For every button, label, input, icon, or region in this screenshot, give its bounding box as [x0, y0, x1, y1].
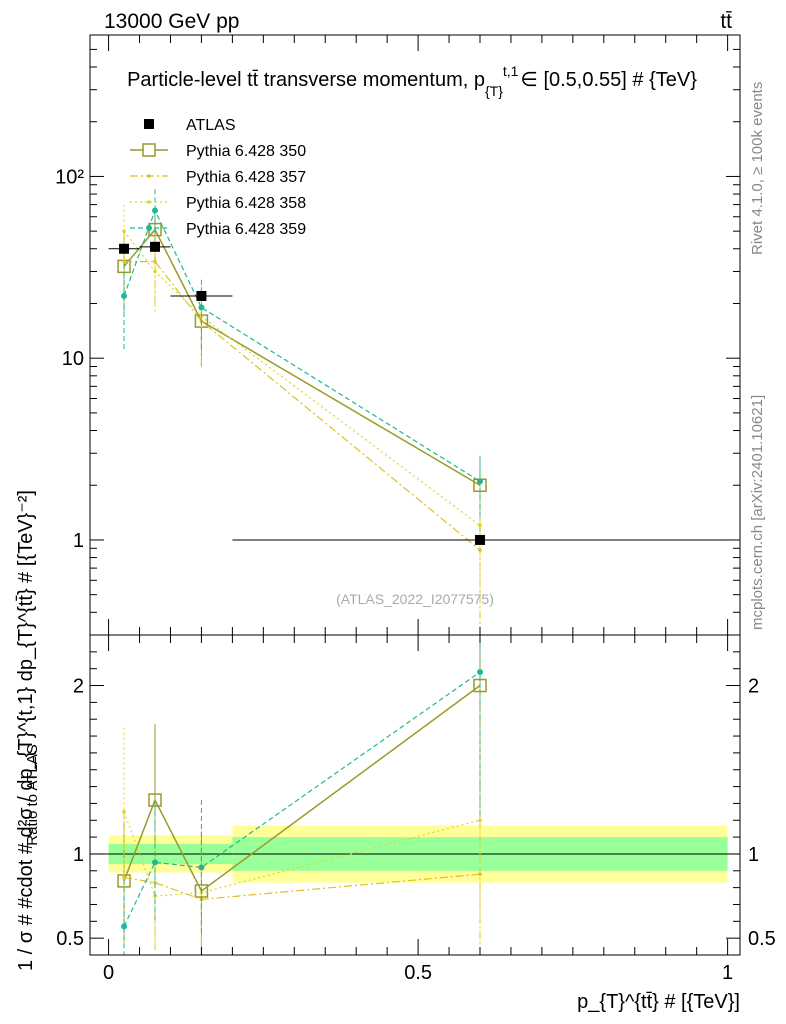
legend-marker-p357	[147, 174, 151, 178]
xtick-label: 1	[722, 962, 733, 984]
ratio-line-p358	[123, 811, 481, 897]
ratio-point-p359-3	[477, 669, 483, 676]
point-p358-0	[122, 229, 126, 233]
ratio-line-p350	[123, 684, 481, 893]
series-line-p358	[123, 230, 481, 527]
ratio-point-p358-0	[122, 810, 126, 814]
process-label: tt̄	[720, 10, 732, 33]
ratio-point-p357-1	[153, 880, 157, 885]
ratio-point-p359-1	[152, 859, 158, 866]
ratio-line-p357	[123, 873, 481, 901]
axes: 1 10 10² 0.5 0.5 1 1 2 2 0 0.5 1	[55, 34, 776, 984]
point-p357-0	[122, 259, 126, 264]
legend-marker-p358	[147, 200, 151, 204]
legend-marker-atlas	[144, 119, 154, 129]
legend-label-p359: Pythia 6.428 359	[186, 221, 306, 238]
ratio-band	[90, 825, 740, 883]
main-plot	[108, 189, 728, 635]
ratio-line-p359	[123, 671, 481, 927]
analysis-watermark: (ATLAS_2022_I2077575)	[336, 591, 494, 607]
legend-marker-p359	[146, 225, 152, 231]
series-line-p350	[123, 228, 481, 486]
legend-label-atlas: ATLAS	[186, 117, 236, 134]
ytick-label: 10²	[55, 166, 84, 188]
point-p358-3	[478, 523, 482, 528]
legend-label-p358: Pythia 6.428 358	[186, 195, 306, 212]
ratio-y-axis-label: Ratio to ATLAS	[24, 744, 41, 845]
atlas-point-0	[119, 243, 130, 254]
ratio-point-p359-2	[198, 864, 205, 871]
series-line-p359	[123, 208, 481, 482]
xtick-label: 0.5	[404, 962, 432, 984]
plot-title: Particle-level tt̄ transverse momentum, …	[127, 63, 697, 99]
energy-label: 13000 GeV pp	[104, 10, 239, 33]
ratio-frame	[89, 634, 741, 956]
atlas-point-1	[150, 241, 160, 252]
atlas-point-2	[196, 290, 207, 301]
ratio-point-p358-3	[478, 818, 482, 823]
ratio-point-p359-0	[121, 923, 128, 930]
point-p359-3	[477, 478, 483, 485]
point-p359-0	[121, 292, 128, 299]
legend-item-p358: Pythia 6.428 358	[130, 195, 306, 212]
legend-marker-p350	[142, 143, 156, 157]
ratio-ytick-label-left: 1	[73, 844, 84, 866]
point-p357-3	[478, 548, 482, 552]
legend-label-p350: Pythia 6.428 350	[186, 143, 306, 160]
legend-item-p359: Pythia 6.428 359	[130, 221, 306, 238]
legend-label-p357: Pythia 6.428 357	[186, 169, 306, 186]
ytick-label: 1	[73, 530, 84, 552]
point-p359-1	[152, 207, 158, 214]
y-axis-label: 1 / σ # #cdot # d²σ / dp_{T}^{t,1} dp_{T…	[15, 490, 37, 971]
mcplots-label: mcplots.cern.ch [arXiv:2401.10621]	[749, 395, 766, 630]
point-p359-2	[198, 304, 205, 311]
rivet-label: Rivet 4.1.0, ≥ 100k events	[749, 82, 766, 255]
ratio-point-p357-0	[122, 875, 126, 880]
ratio-ytick-label-right: 2	[748, 676, 759, 698]
point-p358-1	[153, 269, 157, 274]
ratio-ytick-label-left: 2	[73, 676, 84, 698]
legend-item-p357: Pythia 6.428 357	[130, 169, 306, 186]
ratio-ytick-label-right: 0.5	[748, 928, 776, 950]
x-axis-label: p_{T}^{tt̄} # [{TeV}]	[577, 991, 740, 1013]
series-line-p357	[124, 260, 481, 551]
ratio-ytick-label-right: 1	[748, 844, 759, 866]
xtick-label: 0	[103, 962, 114, 984]
atlas-point-3	[475, 534, 485, 545]
ratio-point-p357-3	[478, 872, 482, 876]
legend-item-p350: Pythia 6.428 350	[130, 143, 306, 160]
ytick-label: 10	[62, 348, 84, 370]
legend-item-atlas: ATLAS	[144, 117, 236, 134]
ratio-ytick-label-left: 0.5	[56, 928, 84, 950]
ratio-plot	[117, 635, 487, 955]
legend: ATLAS Pythia 6.428 350 Pythia 6.428 357 Pyt…	[130, 117, 306, 238]
